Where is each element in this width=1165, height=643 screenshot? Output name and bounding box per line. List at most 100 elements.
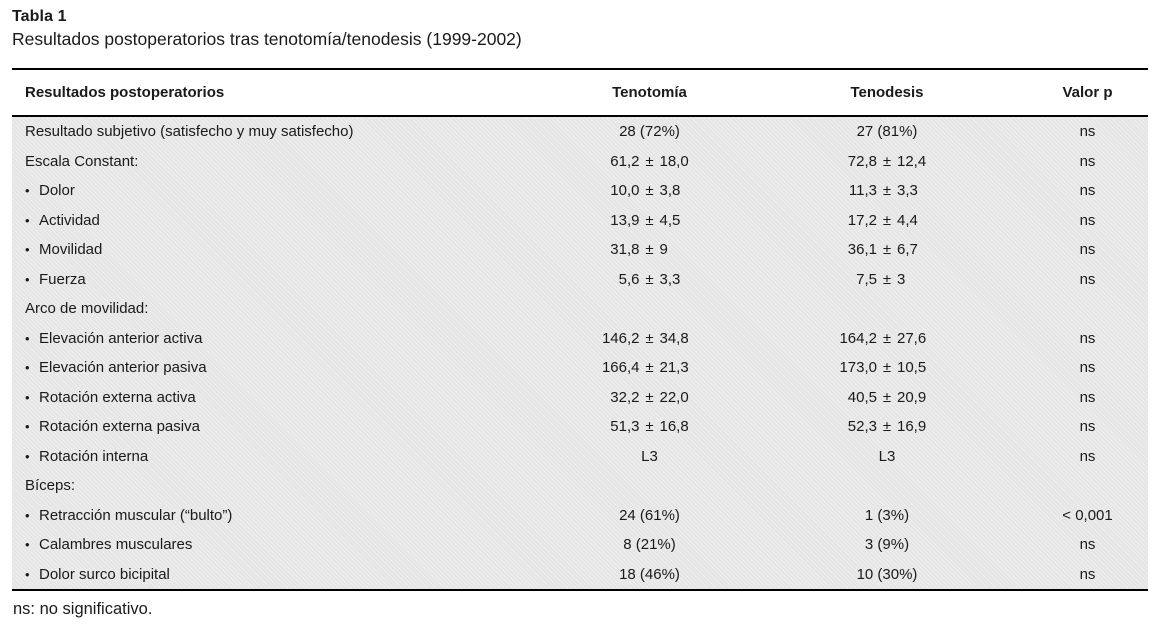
plus-minus-symbol: ± (882, 418, 892, 436)
plus-minus-symbol: ± (645, 211, 654, 229)
p-value-cell: ns (1079, 418, 1096, 436)
tenotomia-value-cell: 61,2 ±18,0 (552, 153, 747, 170)
bullet-icon: • (25, 271, 30, 287)
plus-minus-symbol: ± (645, 270, 654, 288)
tenotomia-value-cell: 18 (46%) (552, 566, 747, 583)
row-label-cell: Bíceps: (12, 477, 552, 494)
row-label: Escala Constant: (25, 152, 139, 170)
bullet-icon: • (25, 507, 30, 523)
value-mean: 32,2 (610, 388, 640, 406)
tenotomia-value-cell: 13,9 ±4,5 (552, 212, 747, 229)
tenodesis-value-cell: 173,0 ±10,5 (747, 359, 1027, 376)
table-row: • Actividad 13,9 ±4,5 17,2 ±4,4 ns (12, 206, 1148, 236)
row-label: Rotación externa activa (39, 388, 196, 406)
p-value-cell: ns (1079, 182, 1096, 200)
p-value-cell: ns (1079, 241, 1096, 259)
bullet-icon: • (25, 389, 30, 405)
header-tenotomia: Tenotomía (612, 84, 687, 101)
row-label-cell: • Calambres musculares (12, 536, 552, 553)
tenotomia-value-cell: 32,2 ±22,0 (552, 389, 747, 406)
row-label: Resultado subjetivo (satisfecho y muy sa… (25, 123, 354, 141)
table-row: • Elevación anterior activa 146,2 ±34,8 16… (12, 324, 1148, 354)
row-label-cell: • Retracción muscular (“bulto”) (12, 507, 552, 524)
value-text: L3 (878, 447, 896, 465)
row-label: Elevación anterior activa (39, 329, 203, 347)
header-resultados: Resultados postoperatorios (25, 84, 225, 101)
value-sd: 20,9 (897, 388, 927, 406)
plus-minus-symbol: ± (645, 241, 654, 259)
p-value-cell: ns (1079, 536, 1096, 554)
p-value-cell: ns (1079, 359, 1096, 377)
tenotomia-value-cell: 10,0 ±3,8 (552, 182, 747, 199)
value-mean: 13,9 (610, 211, 640, 229)
plus-minus-symbol: ± (882, 152, 892, 170)
tenodesis-value-cell: 7,5 ±3 (747, 271, 1027, 288)
value-text: 18 (46%) (619, 565, 680, 583)
value-sd: 21,3 (659, 359, 689, 377)
table-row: • Calambres musculares 8 (21%) 3 (9%) ns (12, 530, 1148, 560)
value-mean: 72,8 (847, 152, 877, 170)
row-label: Fuerza (39, 270, 86, 288)
tenodesis-value-cell: L3 (747, 448, 1027, 465)
tenodesis-value-cell: 27 (81%) (747, 123, 1027, 140)
table-row: • Elevación anterior pasiva 166,4 ±21,3 17… (12, 353, 1148, 383)
value-text: L3 (641, 447, 658, 465)
table-row: • Dolor 10,0 ±3,8 11,3 ±3,3 ns (12, 176, 1148, 206)
p-value-cell: ns (1079, 211, 1096, 229)
bullet-icon: • (25, 242, 30, 258)
value-text: 24 (61%) (619, 506, 680, 524)
value-mean: 10,0 (610, 182, 640, 200)
table-body: Resultado subjetivo (satisfecho y muy sa… (12, 117, 1148, 591)
value-mean: 17,2 (847, 211, 877, 229)
table-header-row: Resultados postoperatorios Tenotomía Ten… (12, 68, 1148, 117)
value-text: 28 (72%) (619, 123, 680, 141)
bullet-icon: • (25, 360, 30, 376)
value-mean: 52,3 (847, 418, 877, 436)
bullet-icon: • (25, 212, 30, 228)
table-row: Bíceps: (12, 471, 1148, 501)
value-sd: 3,3 (659, 270, 681, 288)
row-label-cell: • Actividad (12, 212, 552, 229)
value-text: 10 (30%) (856, 565, 918, 583)
value-text: 3 (9%) (864, 536, 910, 554)
tenotomia-value-cell: 51,3 ±16,8 (552, 418, 747, 435)
row-label-cell: • Rotación externa activa (12, 389, 552, 406)
value-sd: 6,7 (897, 241, 918, 259)
plus-minus-symbol: ± (882, 270, 892, 288)
p-value-cell: ns (1079, 565, 1096, 583)
plus-minus-symbol: ± (645, 359, 654, 377)
value-sd: 10,5 (897, 359, 927, 377)
value-mean: 36,1 (847, 241, 877, 259)
tenotomia-value-cell: 28 (72%) (552, 123, 747, 140)
tenotomia-value-cell: 146,2 ±34,8 (552, 330, 747, 347)
row-label-cell: • Dolor (12, 182, 552, 199)
header-tenodesis: Tenodesis (850, 84, 924, 101)
value-sd: 16,8 (659, 418, 689, 436)
tenodesis-value-cell: 17,2 ±4,4 (747, 212, 1027, 229)
tenodesis-value-cell: 1 (3%) (747, 507, 1027, 524)
bullet-icon: • (25, 537, 30, 553)
plus-minus-symbol: ± (645, 388, 654, 406)
table-row: • Rotación interna L3 L3 ns (12, 442, 1148, 472)
plus-minus-symbol: ± (882, 388, 892, 406)
plus-minus-symbol: ± (882, 241, 892, 259)
value-sd: 18,0 (659, 152, 689, 170)
row-label-cell: • Elevación anterior activa (12, 330, 552, 347)
row-label: Bíceps: (25, 477, 76, 495)
value-mean: 146,2 (601, 329, 640, 347)
plus-minus-symbol: ± (645, 329, 654, 347)
value-sd: 3 (897, 270, 906, 288)
row-label-cell: Resultado subjetivo (satisfecho y muy sa… (12, 123, 552, 140)
row-label-cell: • Rotación interna (12, 448, 552, 465)
row-label-cell: • Movilidad (12, 241, 552, 258)
tenodesis-value-cell: 11,3 ±3,3 (747, 182, 1027, 199)
bullet-icon: • (25, 448, 30, 464)
row-label-cell: • Rotación externa pasiva (12, 418, 552, 435)
value-text: 27 (81%) (856, 123, 918, 141)
p-value-cell: ns (1079, 270, 1096, 288)
row-label: Elevación anterior pasiva (39, 359, 207, 377)
value-text: 1 (3%) (864, 506, 910, 524)
table-row: • Rotación externa pasiva 51,3 ±16,8 52,3 ±… (12, 412, 1148, 442)
tenodesis-value-cell: 10 (30%) (747, 566, 1027, 583)
value-sd: 3,8 (659, 182, 681, 200)
